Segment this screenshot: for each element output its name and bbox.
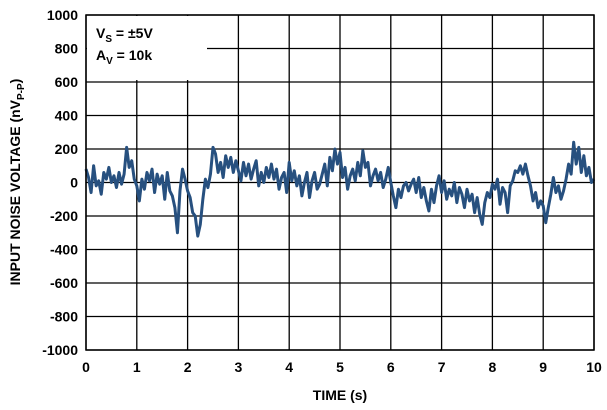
x-tick-label: 0 [82, 359, 90, 375]
annotation-box [87, 16, 207, 80]
annotation-subscript: V [106, 56, 113, 67]
x-tick-label: 9 [539, 359, 547, 375]
y-tick-label: -400 [50, 242, 78, 258]
x-tick-label: 1 [133, 359, 141, 375]
annotation: AV = 10k [96, 47, 152, 67]
x-tick-label: 7 [438, 359, 446, 375]
x-axis-label: TIME (s) [313, 387, 367, 403]
noise-line [84, 140, 596, 238]
annotation-suffix: = ±5V [112, 25, 153, 41]
y-tick-label: 1000 [47, 7, 78, 23]
y-label-suffix: ) [7, 79, 23, 84]
annotation-text: V [96, 25, 106, 41]
y-tick-label: 800 [55, 41, 79, 57]
y-tick-label: 400 [55, 108, 79, 124]
y-tick-label: 200 [55, 141, 79, 157]
x-tick-label: 8 [489, 359, 497, 375]
y-tick-label: 600 [55, 74, 79, 90]
y-tick-label: -600 [50, 275, 78, 291]
plot-border [85, 14, 595, 351]
annotation-subscript: S [105, 34, 112, 45]
x-tick-label: 10 [586, 359, 602, 375]
y-label-subscript: P-P [16, 83, 27, 100]
y-label-text: INPUT NOISE VOLTAGE (nV [7, 99, 23, 285]
y-tick-label: -1000 [42, 342, 78, 358]
y-axis-label: INPUT NOISE VOLTAGE (nVP-P) [7, 79, 27, 286]
plot [84, 140, 596, 238]
annotation-suffix: = 10k [113, 47, 153, 63]
annotation: VS = ±5V [96, 25, 153, 45]
x-tick-label: 3 [235, 359, 243, 375]
x-tick-label: 5 [336, 359, 344, 375]
x-tick-label: 4 [285, 359, 293, 375]
y-tick-label: -800 [50, 309, 78, 325]
y-tick-label: -200 [50, 208, 78, 224]
annotation-text: A [96, 47, 106, 63]
x-tick-label: 2 [184, 359, 192, 375]
x-tick-label: 6 [387, 359, 395, 375]
y-tick-label: 0 [70, 175, 78, 191]
